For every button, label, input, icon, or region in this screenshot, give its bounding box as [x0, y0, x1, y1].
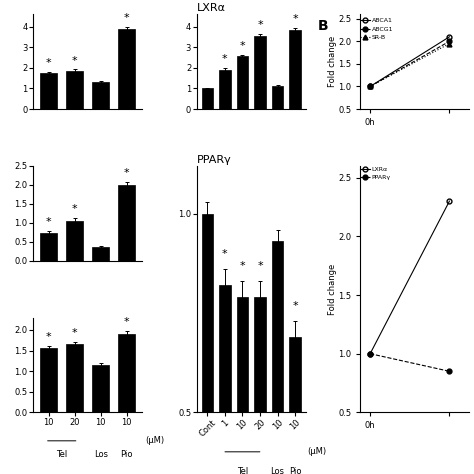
Bar — [237, 297, 248, 474]
Text: *: * — [222, 55, 228, 64]
Text: *: * — [46, 332, 52, 342]
Bar — [92, 365, 109, 412]
Bar — [118, 334, 135, 412]
Text: *: * — [222, 249, 228, 259]
Bar — [290, 337, 301, 474]
Text: PPARγ: PPARγ — [197, 155, 231, 165]
Text: *: * — [292, 301, 298, 311]
Text: Tel: Tel — [56, 450, 67, 459]
Bar — [290, 30, 301, 109]
Bar — [66, 71, 83, 109]
Text: *: * — [240, 41, 245, 51]
Text: *: * — [46, 218, 52, 228]
Text: *: * — [124, 318, 129, 328]
Text: Los: Los — [94, 450, 108, 459]
Text: B: B — [318, 19, 328, 33]
Text: *: * — [292, 14, 298, 24]
Bar — [219, 70, 230, 109]
Text: *: * — [257, 20, 263, 30]
Text: *: * — [72, 204, 78, 214]
Bar — [40, 348, 57, 412]
Bar — [118, 28, 135, 109]
Text: *: * — [46, 58, 52, 68]
Bar — [201, 89, 213, 109]
Text: *: * — [257, 261, 263, 271]
Bar — [219, 285, 230, 474]
Text: Los: Los — [271, 466, 284, 474]
Bar — [254, 297, 266, 474]
Legend: LXRα, PPARγ: LXRα, PPARγ — [358, 164, 393, 183]
Text: *: * — [124, 168, 129, 178]
Legend: ABCA1, ABCG1, SR-B: ABCA1, ABCG1, SR-B — [358, 16, 396, 43]
Text: Pio: Pio — [289, 466, 301, 474]
Bar — [66, 345, 83, 412]
Bar — [237, 56, 248, 109]
Y-axis label: Fold change: Fold change — [328, 264, 337, 315]
Text: LXRα: LXRα — [197, 3, 226, 13]
Bar — [118, 185, 135, 261]
Bar — [92, 82, 109, 109]
Text: (μM): (μM) — [145, 437, 164, 445]
Text: *: * — [72, 55, 78, 66]
Bar — [201, 214, 213, 474]
Text: *: * — [124, 13, 129, 23]
Text: *: * — [240, 261, 245, 271]
Bar — [92, 247, 109, 261]
Bar — [40, 73, 57, 109]
Text: Tel: Tel — [237, 466, 248, 474]
Bar — [254, 36, 266, 109]
Bar — [272, 241, 283, 474]
Bar — [66, 221, 83, 261]
Bar — [272, 86, 283, 109]
Text: *: * — [72, 328, 78, 338]
Y-axis label: Fold change: Fold change — [328, 36, 337, 87]
Text: Pio: Pio — [120, 450, 133, 459]
Text: (μM): (μM) — [308, 447, 327, 456]
Bar — [40, 233, 57, 261]
